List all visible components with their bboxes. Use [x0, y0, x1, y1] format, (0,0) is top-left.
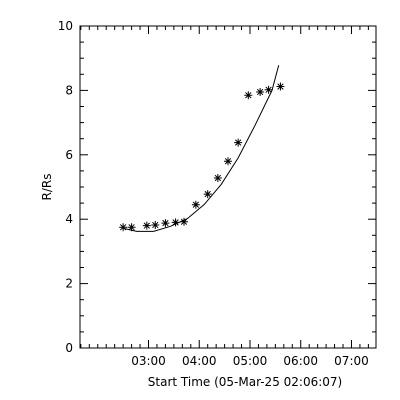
y-tick-label: 10 [58, 19, 73, 33]
data-point [244, 91, 253, 100]
y-tick-label: 4 [65, 212, 73, 226]
data-point [276, 82, 285, 91]
y-tick-label: 8 [65, 83, 73, 97]
data-point [224, 157, 232, 166]
data-point [161, 219, 170, 228]
data-point [264, 85, 273, 94]
data-point [180, 217, 189, 226]
y-axis-label: R/Rs [40, 174, 54, 201]
tick-marks [80, 25, 376, 349]
plot-frame [79, 25, 377, 349]
y-tick-label: 0 [65, 341, 73, 355]
data-point [203, 190, 212, 199]
data-point [127, 223, 136, 232]
tick-labels: 0 2 4 6 8 10 03:00 04:00 05:00 06:00 07:00 [58, 19, 369, 368]
x-tick-label: 05:00 [233, 354, 268, 368]
data-point [142, 221, 151, 230]
data-point [256, 88, 265, 97]
data-point [171, 218, 180, 227]
y-tick-label: 6 [65, 148, 73, 162]
fit-curve [122, 65, 280, 232]
x-tick-label: 07:00 [334, 354, 369, 368]
data-point [213, 173, 222, 182]
x-tick-label: 06:00 [283, 354, 318, 368]
y-tick-label: 2 [65, 277, 73, 291]
data-point [234, 138, 243, 147]
data-series [119, 65, 285, 232]
data-point [191, 200, 200, 209]
x-tick-label: 04:00 [182, 354, 217, 368]
x-axis-label: Start Time (05-Mar-25 02:06:07) [148, 375, 342, 389]
data-point [151, 220, 160, 229]
data-point [119, 223, 128, 232]
x-tick-label: 03:00 [131, 354, 166, 368]
